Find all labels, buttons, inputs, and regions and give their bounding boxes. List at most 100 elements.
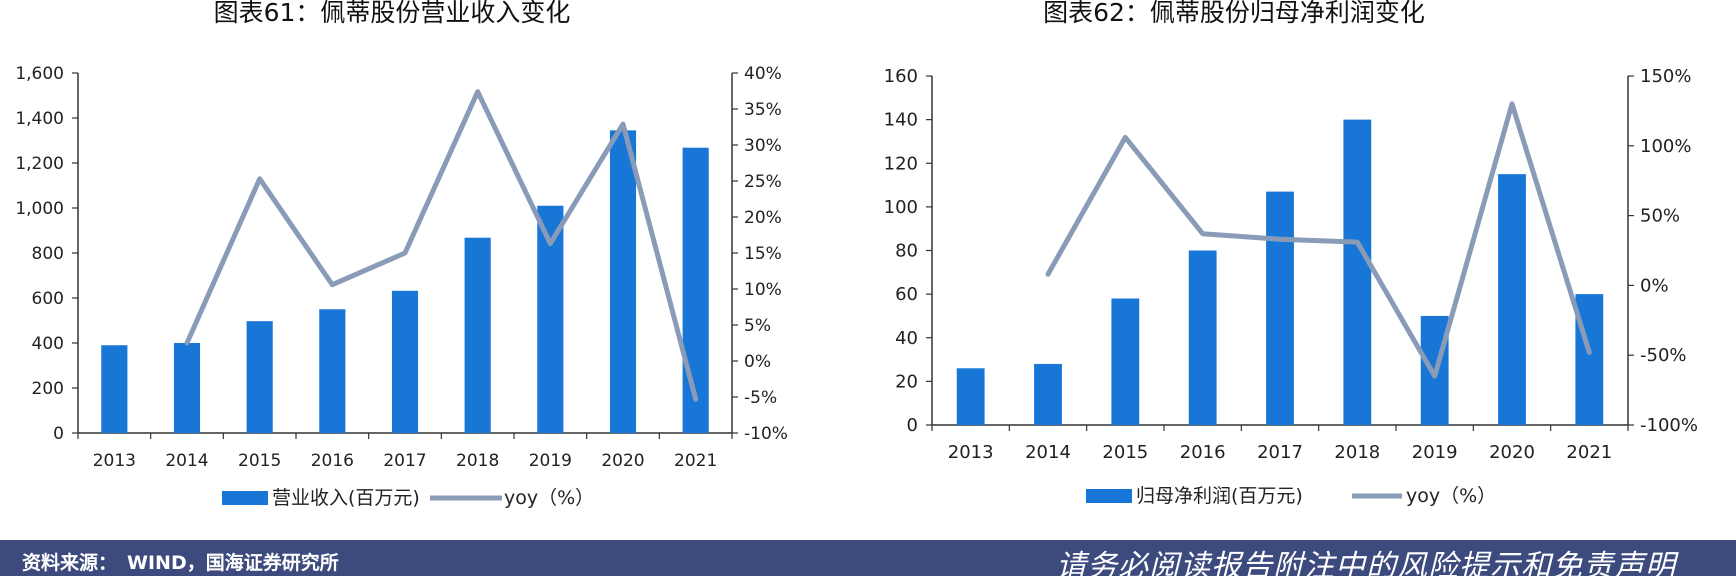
yoy-point-2019 [549, 242, 552, 245]
x-tick-label: 2021 [674, 451, 717, 471]
chart-1: 图表61：佩蒂股份营业收入变化 0 200 400 600 800 1,000 1,200 1,… [15, 0, 788, 509]
yoy-point-2015 [1124, 136, 1127, 139]
y-left-tick-label: 1,600 [15, 64, 64, 84]
legend-swatch-bar [1086, 489, 1132, 503]
y-left-tick-label: 0 [53, 424, 64, 444]
legend-label-line: yoy（%） [1406, 485, 1496, 507]
yoy-point-2018 [1356, 241, 1359, 244]
bar-2016 [1188, 250, 1217, 425]
x-tick-label: 2020 [601, 451, 644, 471]
yoy-point-2014 [1047, 273, 1049, 276]
source-label: 资料来源： [22, 552, 118, 574]
legend-label-line: yoy（%） [504, 487, 594, 509]
bar-2014 [1034, 363, 1062, 425]
yoy-point-2020 [622, 123, 624, 126]
y-right-tick-label: -100% [1640, 415, 1698, 436]
y-right-tick-label: -50% [1640, 345, 1687, 366]
source-note: 资料来源： WIND，国海证券研究所 [22, 548, 349, 575]
x-tick-label: 2019 [529, 451, 572, 471]
yoy-point-2014 [186, 342, 188, 344]
y-right-tick-label: 30% [744, 136, 782, 156]
bar-2015 [246, 321, 273, 433]
y-left-tick-label: 600 [32, 289, 64, 309]
bar-2017 [1266, 191, 1294, 425]
y-left-tick-label: 1,200 [15, 154, 64, 174]
x-tick-label: 2013 [948, 442, 994, 463]
y-right-tick-label: 0% [1640, 275, 1669, 296]
x-tick-label: 2019 [1412, 442, 1458, 463]
y-left-tick-label: 120 [884, 153, 918, 174]
yoy-point-2020 [1511, 102, 1513, 105]
y-right-tick-label: 5% [744, 316, 771, 336]
y-left-tick-label: 1,400 [15, 109, 64, 129]
y-left-tick-label: 40 [895, 328, 918, 349]
x-tick-label: 2014 [165, 451, 208, 471]
bar-2017 [391, 290, 419, 433]
y-left-tick-label: 0 [907, 415, 918, 436]
bar-2020 [609, 130, 637, 433]
x-tick-label: 2014 [1025, 442, 1071, 463]
y-right-tick-label: -5% [744, 388, 777, 408]
yoy-point-2015 [258, 177, 261, 180]
y-left-tick-label: 800 [32, 244, 64, 264]
disclaimer-text: 请务必阅读报告附注中的风险提示和免责声明 [1056, 549, 1676, 584]
x-tick-label: 2016 [1180, 442, 1226, 463]
y-right-tick-label: -10% [744, 424, 788, 444]
y-left-tick-label: 400 [32, 334, 64, 354]
chart-2: 图表62：佩蒂股份归母净利润变化 0 20 40 60 80 100 120 140 160 -10… [884, 0, 1698, 507]
y-left-tick-label: 20 [895, 371, 918, 392]
bar-2013 [101, 345, 128, 433]
x-tick-label: 2015 [238, 451, 281, 471]
yoy-point-2021 [1588, 351, 1591, 354]
y-left-tick-label: 80 [895, 241, 918, 262]
y-right-tick-label: 0% [744, 352, 771, 372]
x-tick-label: 2013 [93, 451, 136, 471]
y-left-tick-label: 100 [884, 197, 918, 218]
bar-2015 [1111, 298, 1140, 425]
yoy-point-2019 [1433, 375, 1436, 378]
yoy-point-2017 [1279, 238, 1281, 241]
yoy-point-2021 [694, 398, 697, 401]
x-tick-label: 2021 [1566, 442, 1612, 463]
yoy-point-2016 [331, 283, 334, 286]
x-tick-label: 2017 [383, 451, 426, 471]
legend-label-bar: 归母净利润(百万元) [1136, 485, 1303, 507]
y-right-tick-label: 20% [744, 208, 782, 228]
charts-canvas: 图表61：佩蒂股份营业收入变化02004006008001,0001,2001,… [15, 0, 1698, 509]
y-left-tick-label: 60 [895, 284, 918, 305]
legend-label-bar: 营业收入(百万元) [272, 487, 420, 509]
yoy-point-2017 [404, 252, 406, 254]
yoy-line [1045, 101, 1592, 379]
chart-title: 图表61：佩蒂股份营业收入变化 [214, 0, 571, 27]
bar-2013 [956, 368, 985, 425]
footer-bar: 资料来源： WIND，国海证券研究所 请务必阅读报告附注中的风险提示和免责声明 [0, 540, 1736, 584]
y-left-tick-label: 140 [884, 110, 918, 131]
yoy-point-2016 [1201, 232, 1204, 235]
y-right-tick-label: 40% [744, 64, 782, 84]
x-tick-label: 2018 [1334, 442, 1380, 463]
x-tick-label: 2015 [1102, 442, 1148, 463]
bar-2018 [464, 237, 491, 433]
y-left-tick-label: 160 [884, 66, 918, 87]
y-right-tick-label: 15% [744, 244, 782, 264]
y-right-tick-label: 25% [744, 172, 782, 192]
y-left-tick-label: 1,000 [15, 199, 64, 219]
x-tick-label: 2016 [311, 451, 354, 471]
bar-2016 [319, 309, 346, 433]
yoy-point-2018 [476, 90, 479, 93]
y-right-tick-label: 150% [1640, 66, 1691, 87]
chart-title: 图表62：佩蒂股份归母净利润变化 [1043, 0, 1425, 27]
y-left-tick-label: 200 [32, 379, 64, 399]
y-right-tick-label: 35% [744, 100, 782, 120]
source-text: WIND，国海证券研究所 [127, 552, 339, 574]
x-tick-label: 2018 [456, 451, 499, 471]
legend: 营业收入(百万元) yoy（%） [222, 487, 594, 509]
y-right-tick-label: 100% [1640, 136, 1691, 157]
bar-2021 [682, 147, 709, 433]
y-right-tick-label: 50% [1640, 206, 1680, 227]
legend: 归母净利润(百万元) yoy（%） [1086, 485, 1496, 507]
legend-swatch-bar [222, 491, 268, 505]
bar-2020 [1498, 174, 1526, 425]
bar-2014 [173, 343, 201, 433]
bar-2018 [1343, 119, 1372, 425]
